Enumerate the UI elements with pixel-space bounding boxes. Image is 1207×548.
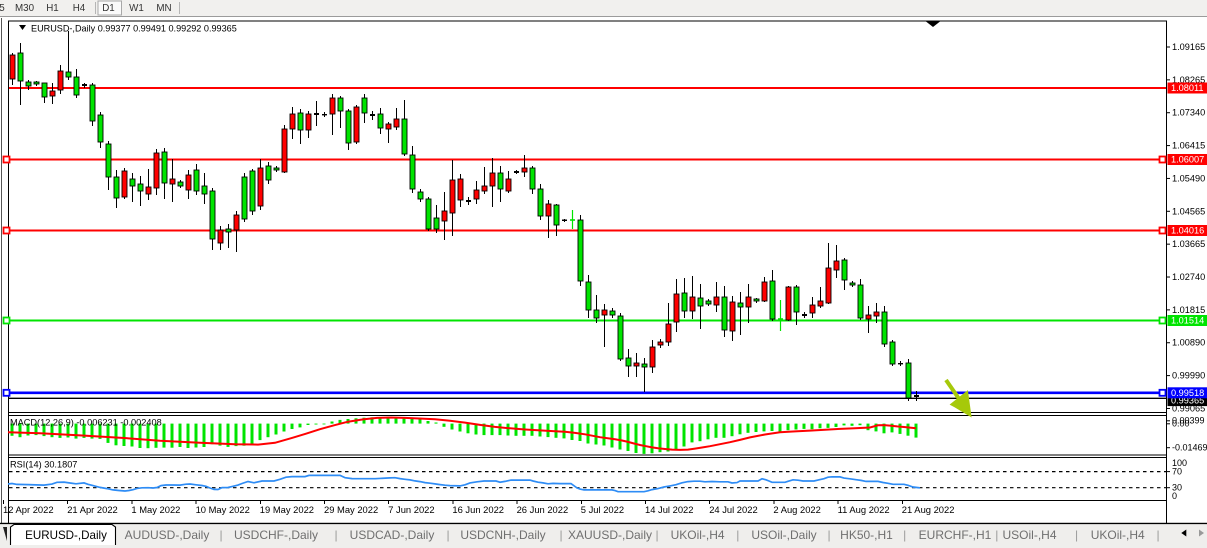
svg-text:10 May 2022: 10 May 2022 xyxy=(196,504,250,515)
svg-text:AUDUSD-,Daily: AUDUSD-,Daily xyxy=(125,528,210,542)
svg-text:1.08011: 1.08011 xyxy=(1171,83,1204,93)
svg-text:|: | xyxy=(559,528,562,542)
svg-text:30: 30 xyxy=(1172,483,1182,493)
svg-text:5 Jul 2022: 5 Jul 2022 xyxy=(581,504,624,515)
svg-text:0: 0 xyxy=(1172,491,1177,501)
svg-text:|: | xyxy=(1075,528,1078,542)
svg-text:1.01514: 1.01514 xyxy=(1171,316,1204,326)
svg-text:EURCHF-,H1: EURCHF-,H1 xyxy=(919,528,992,542)
svg-text:|: | xyxy=(655,528,658,542)
svg-text:21 Aug 2022: 21 Aug 2022 xyxy=(902,504,955,515)
svg-text:0.99365: 0.99365 xyxy=(1171,396,1204,406)
svg-text:USDCAD-,Daily: USDCAD-,Daily xyxy=(350,528,435,542)
svg-text:USDCNH-,Daily: USDCNH-,Daily xyxy=(460,528,545,542)
svg-text:24 Jul 2022: 24 Jul 2022 xyxy=(709,504,757,515)
svg-text:7 Jun 2022: 7 Jun 2022 xyxy=(388,504,434,515)
svg-text:|: | xyxy=(446,528,449,542)
svg-text:XAUUSD-,Daily: XAUUSD-,Daily xyxy=(568,528,652,542)
svg-text:1.04565: 1.04565 xyxy=(1172,206,1205,216)
svg-text:USOil-,H4: USOil-,H4 xyxy=(1002,528,1056,542)
svg-text:100: 100 xyxy=(1172,458,1187,468)
svg-text:1.06007: 1.06007 xyxy=(1171,155,1204,165)
svg-text:|: | xyxy=(736,528,739,542)
svg-text:1.03665: 1.03665 xyxy=(1172,239,1205,249)
svg-text:2 Aug 2022: 2 Aug 2022 xyxy=(773,504,820,515)
svg-text:14 Jul 2022: 14 Jul 2022 xyxy=(645,504,693,515)
svg-text:0.99518: 0.99518 xyxy=(1171,388,1204,398)
svg-text:D1: D1 xyxy=(102,3,115,14)
svg-text:19 May 2022: 19 May 2022 xyxy=(260,504,314,515)
svg-text:5: 5 xyxy=(0,3,5,14)
svg-text:RSI(14) 30.1807: RSI(14) 30.1807 xyxy=(10,460,77,470)
svg-text:H4: H4 xyxy=(73,3,86,14)
svg-text:1.05490: 1.05490 xyxy=(1172,173,1205,183)
svg-text:M30: M30 xyxy=(15,3,35,14)
svg-text:|: | xyxy=(1156,528,1159,542)
svg-text:1.07340: 1.07340 xyxy=(1172,108,1205,118)
svg-text:W1: W1 xyxy=(129,3,144,14)
svg-text:1 May 2022: 1 May 2022 xyxy=(131,504,180,515)
svg-text:1.08265: 1.08265 xyxy=(1172,75,1205,85)
svg-text:USDCHF-,Daily: USDCHF-,Daily xyxy=(234,528,318,542)
svg-text:1.01815: 1.01815 xyxy=(1172,305,1205,315)
svg-text:|: | xyxy=(903,528,906,542)
svg-text:MN: MN xyxy=(156,3,171,14)
svg-text:70: 70 xyxy=(1172,466,1182,476)
svg-text:16 Jun 2022: 16 Jun 2022 xyxy=(452,504,504,515)
svg-text:1.04016: 1.04016 xyxy=(1171,226,1204,236)
svg-text:UKOil-,H4: UKOil-,H4 xyxy=(1091,528,1145,542)
svg-text:26 Jun 2022: 26 Jun 2022 xyxy=(517,504,569,515)
svg-text:|: | xyxy=(827,528,830,542)
svg-text:1.00890: 1.00890 xyxy=(1172,338,1205,348)
svg-text:|: | xyxy=(995,528,998,542)
svg-text:0.00: 0.00 xyxy=(1172,419,1190,429)
svg-text:1.09165: 1.09165 xyxy=(1172,42,1205,52)
svg-text:11 Aug 2022: 11 Aug 2022 xyxy=(838,504,890,515)
svg-text:|: | xyxy=(219,528,222,542)
svg-text:0.00399: 0.00399 xyxy=(1172,416,1205,426)
svg-text:USOil-,Daily: USOil-,Daily xyxy=(751,528,816,542)
svg-text:29 May 2022: 29 May 2022 xyxy=(324,504,378,515)
svg-text:21 Apr 2022: 21 Apr 2022 xyxy=(67,504,118,515)
svg-text:1.06415: 1.06415 xyxy=(1172,141,1205,151)
svg-text:EURUSD-,Daily 0.99377 0.99491: EURUSD-,Daily 0.99377 0.99491 0.99292 0.… xyxy=(31,24,237,34)
svg-text:EURUSD-,Daily: EURUSD-,Daily xyxy=(25,529,107,542)
svg-text:0.99990: 0.99990 xyxy=(1172,371,1205,381)
svg-text:0.99065: 0.99065 xyxy=(1172,403,1205,413)
svg-text:1.02740: 1.02740 xyxy=(1172,272,1205,282)
svg-text:HK50-,H1: HK50-,H1 xyxy=(840,528,893,542)
svg-text:H1: H1 xyxy=(46,3,59,14)
svg-text:UKOil-,H4: UKOil-,H4 xyxy=(671,528,725,542)
svg-text:-0.01469: -0.01469 xyxy=(1172,443,1207,453)
svg-text:|: | xyxy=(334,528,337,542)
svg-text:MACD(12,26,9) -0.006231 -0.002: MACD(12,26,9) -0.006231 -0.002408 xyxy=(10,418,162,428)
svg-text:12 Apr 2022: 12 Apr 2022 xyxy=(3,504,54,515)
